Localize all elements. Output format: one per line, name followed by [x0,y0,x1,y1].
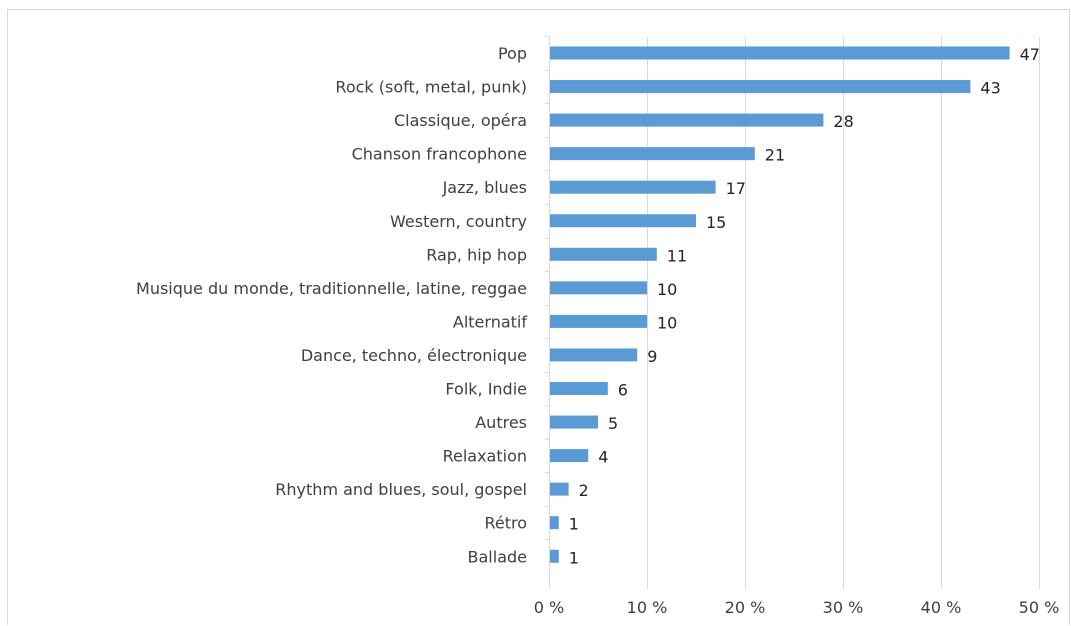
data-label: 1 [569,515,579,534]
data-label: 2 [579,481,589,500]
category-label: Ballade [468,547,527,566]
category-label: Pop [498,44,527,63]
category-label: Western, country [390,212,527,231]
category-axis [545,36,550,589]
data-label: 1 [569,548,579,567]
bar [550,549,559,563]
data-label: 5 [608,414,618,433]
bars [550,46,1010,563]
bar [550,482,569,496]
data-label: 10 [657,280,677,299]
data-label: 6 [618,381,628,400]
chart-area [7,9,1070,625]
data-label: 11 [667,246,687,265]
bar [550,80,971,94]
bar [550,113,824,127]
bar [550,147,755,161]
gridlines [647,37,1040,589]
data-label: 43 [980,79,1000,98]
data-label: 21 [765,146,785,165]
labels: 0 % 10 % 20 % 30 % 40 % 50 % Pop 47 Rock (soft, … [136,44,1059,617]
bar [550,314,647,328]
x-tick-label: 30 % [823,598,864,617]
bar [550,247,657,261]
data-label: 28 [833,112,853,131]
bar [550,281,647,295]
category-label: Folk, Indie [445,380,527,399]
category-label: Alternatif [453,312,527,331]
x-tick-label: 40 % [921,598,962,617]
data-label: 4 [598,448,608,467]
bar [550,180,716,194]
category-label: Jazz, blues [442,178,527,197]
bar [550,214,696,228]
data-label: 10 [657,313,677,332]
category-label: Classique, opéra [394,111,527,130]
category-label: Rock (soft, metal, punk) [335,78,527,97]
data-label: 47 [1020,45,1040,64]
category-label: Musique du monde, traditionnelle, latine… [136,279,527,298]
category-label: Dance, techno, électronique [301,346,527,365]
bar [550,516,559,530]
category-label: Rap, hip hop [426,245,527,264]
data-label: 17 [726,179,746,198]
bar [550,46,1010,60]
x-tick-label: 50 % [1019,598,1060,617]
x-tick-label: 10 % [627,598,668,617]
data-label: 15 [706,213,726,232]
category-label: Autres [475,413,527,432]
category-label: Chanson francophone [352,145,527,164]
data-label: 9 [647,347,657,366]
bar [550,449,589,463]
x-tick-label: 20 % [725,598,766,617]
category-label: Rétro [484,514,527,533]
category-label: Rhythm and blues, soul, gospel [275,480,527,499]
x-tick-label: 0 % [534,598,564,617]
category-label: Relaxation [443,447,527,466]
bar [550,382,608,395]
bar [550,348,638,362]
bar [550,415,598,429]
